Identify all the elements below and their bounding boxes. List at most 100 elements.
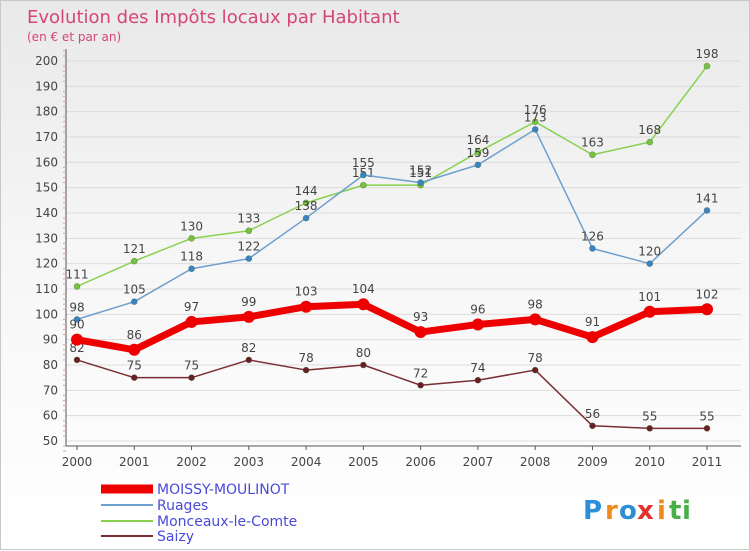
chart-subtitle: (en € et par an) xyxy=(27,30,121,44)
legend-label-ruages: Ruages xyxy=(157,498,208,514)
data-label-saizy-2004: 78 xyxy=(298,351,313,365)
series-saizy: 82 75 75 82 78 80 72 74 78 56 55 55 xyxy=(69,341,715,432)
legend-label-moissy-moulinot: MOISSY-MOULINOT xyxy=(157,482,290,498)
x-tick-label-2007: 2007 xyxy=(463,455,494,469)
series-layer: 1111211301331441511511641761631681989810… xyxy=(66,47,719,432)
x-tick-label-2003: 2003 xyxy=(234,455,265,469)
data-label-monceaux-le-comte-2009: 163 xyxy=(581,136,604,150)
data-label-ruages-2009: 126 xyxy=(581,229,604,243)
data-label-saizy-2010: 55 xyxy=(642,409,657,423)
data-point-monceaux-le-comte-2008 xyxy=(531,118,539,126)
data-label-monceaux-le-comte-2003: 133 xyxy=(237,212,260,226)
data-label-moissy-moulinot-2001: 86 xyxy=(127,328,142,342)
y-tick-label-100: 100 xyxy=(35,307,58,321)
data-label-saizy-2002: 75 xyxy=(184,359,199,373)
data-label-monceaux-le-comte-2007: 164 xyxy=(466,133,489,147)
y-tick-label-180: 180 xyxy=(35,105,58,119)
data-point-moissy-moulinot-2003 xyxy=(242,310,255,323)
data-label-monceaux-le-comte-2000: 111 xyxy=(66,267,89,281)
x-tick-label-2010: 2010 xyxy=(634,455,665,469)
data-label-saizy-2003: 82 xyxy=(241,341,256,355)
x-tick-label-2011: 2011 xyxy=(692,455,723,469)
y-tick-label-190: 190 xyxy=(35,79,58,93)
legend-label-saizy: Saizy xyxy=(157,529,194,545)
data-label-moissy-moulinot-2003: 99 xyxy=(241,295,256,309)
chart-title: Evolution des Impôts locaux par Habitant xyxy=(27,7,400,28)
data-point-monceaux-le-comte-2005 xyxy=(360,181,367,189)
data-label-ruages-2001: 105 xyxy=(123,283,146,297)
data-point-ruages-2011 xyxy=(703,207,711,214)
x-tick-label-2008: 2008 xyxy=(520,455,551,469)
data-point-moissy-moulinot-2007 xyxy=(471,318,484,331)
series-line-ruages xyxy=(76,128,708,321)
brand-letter-6: i xyxy=(682,496,691,526)
data-label-ruages-2000: 98 xyxy=(69,300,84,314)
data-label-moissy-moulinot-2002: 97 xyxy=(184,300,199,314)
data-point-ruages-2000 xyxy=(73,316,81,323)
y-tick-label-150: 150 xyxy=(35,181,58,195)
data-point-monceaux-le-comte-2009 xyxy=(589,151,596,159)
data-point-saizy-2004 xyxy=(302,366,310,374)
data-label-monceaux-le-comte-2006: 151 xyxy=(409,166,432,180)
y-tick-label-140: 140 xyxy=(35,206,58,220)
y-tick-label-90: 90 xyxy=(43,333,58,347)
series-monceaux-le-comte: 111121130133144151151164176163168198 xyxy=(66,47,719,290)
grid xyxy=(66,60,741,442)
data-label-moissy-moulinot-2005: 104 xyxy=(352,282,375,296)
x-tick-label-2002: 2002 xyxy=(176,455,207,469)
data-point-ruages-2008 xyxy=(531,126,539,133)
data-point-monceaux-le-comte-2003 xyxy=(245,227,253,235)
x-tick-label-2009: 2009 xyxy=(577,455,608,469)
data-point-monceaux-le-comte-2004 xyxy=(302,199,310,207)
y-tick-label-160: 160 xyxy=(35,155,58,169)
data-point-saizy-2005 xyxy=(360,361,367,369)
y-tick-label-170: 170 xyxy=(35,130,58,144)
data-point-moissy-moulinot-2001 xyxy=(128,343,141,356)
data-label-moissy-moulinot-2007: 96 xyxy=(470,302,485,316)
data-point-ruages-2002 xyxy=(188,265,195,273)
data-label-ruages-2004: 138 xyxy=(295,199,318,213)
legend-label-monceaux-le-comte: Monceaux-le-Comte xyxy=(157,514,297,530)
x-tick-label-2001: 2001 xyxy=(119,455,150,469)
x-tick-label-2004: 2004 xyxy=(291,455,322,469)
data-point-moissy-moulinot-2008 xyxy=(529,313,542,326)
data-label-moissy-moulinot-2011: 102 xyxy=(696,287,719,301)
brand-letter-4: i xyxy=(657,496,666,526)
y-tick-label-110: 110 xyxy=(35,282,58,296)
brand-letter-1: r xyxy=(605,496,618,526)
y-tick-label-120: 120 xyxy=(35,257,58,271)
brand-letter-3: x xyxy=(637,496,654,526)
data-label-moissy-moulinot-2004: 103 xyxy=(295,285,318,299)
data-label-saizy-2009: 56 xyxy=(585,407,600,421)
x-tick-label-2006: 2006 xyxy=(405,455,436,469)
data-point-ruages-2001 xyxy=(130,298,138,305)
brand-letter-5: t xyxy=(669,496,681,526)
x-tick-label-2005: 2005 xyxy=(348,455,379,469)
data-point-saizy-2009 xyxy=(589,422,596,430)
data-point-saizy-2002 xyxy=(188,374,195,381)
data-point-saizy-2000 xyxy=(73,356,81,364)
data-point-ruages-2010 xyxy=(646,260,654,267)
y-tick-label-60: 60 xyxy=(43,409,58,423)
data-label-monceaux-le-comte-2008: 176 xyxy=(524,103,547,117)
data-label-ruages-2002: 118 xyxy=(180,250,203,264)
series-line-saizy xyxy=(76,359,708,430)
data-label-monceaux-le-comte-2011: 198 xyxy=(696,47,719,61)
data-point-moissy-moulinot-2005 xyxy=(357,298,370,311)
data-label-monceaux-le-comte-2010: 168 xyxy=(638,123,661,137)
data-point-saizy-2008 xyxy=(531,366,539,374)
data-point-monceaux-le-comte-2010 xyxy=(646,138,654,146)
data-label-saizy-2007: 74 xyxy=(470,361,485,375)
data-label-monceaux-le-comte-2002: 130 xyxy=(180,219,203,233)
data-point-ruages-2005 xyxy=(360,171,367,179)
data-label-moissy-moulinot-2009: 91 xyxy=(585,315,600,329)
data-point-moissy-moulinot-2009 xyxy=(586,331,599,344)
data-label-ruages-2005: 155 xyxy=(352,156,375,170)
data-point-ruages-2006 xyxy=(417,179,424,186)
y-tick-label-200: 200 xyxy=(35,54,58,68)
brand-letter-2: o xyxy=(619,496,637,526)
data-label-moissy-moulinot-2010: 101 xyxy=(638,290,661,304)
data-point-saizy-2001 xyxy=(130,374,138,381)
